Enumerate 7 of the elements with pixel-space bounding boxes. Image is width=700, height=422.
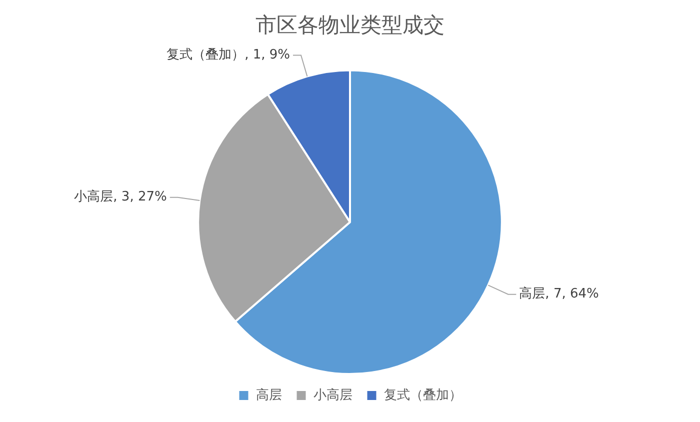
data-label: 高层, 7, 64% xyxy=(519,286,599,302)
data-label: 复式（叠加）, 1, 9% xyxy=(166,48,290,63)
chart-title: 市区各物业类型成交 xyxy=(256,13,444,38)
legend-label: 小高层 xyxy=(313,386,352,403)
legend-label: 复式（叠加） xyxy=(384,388,462,403)
legend-label: 高层 xyxy=(256,386,282,403)
data-label: 小高层, 3, 27% xyxy=(74,188,167,205)
